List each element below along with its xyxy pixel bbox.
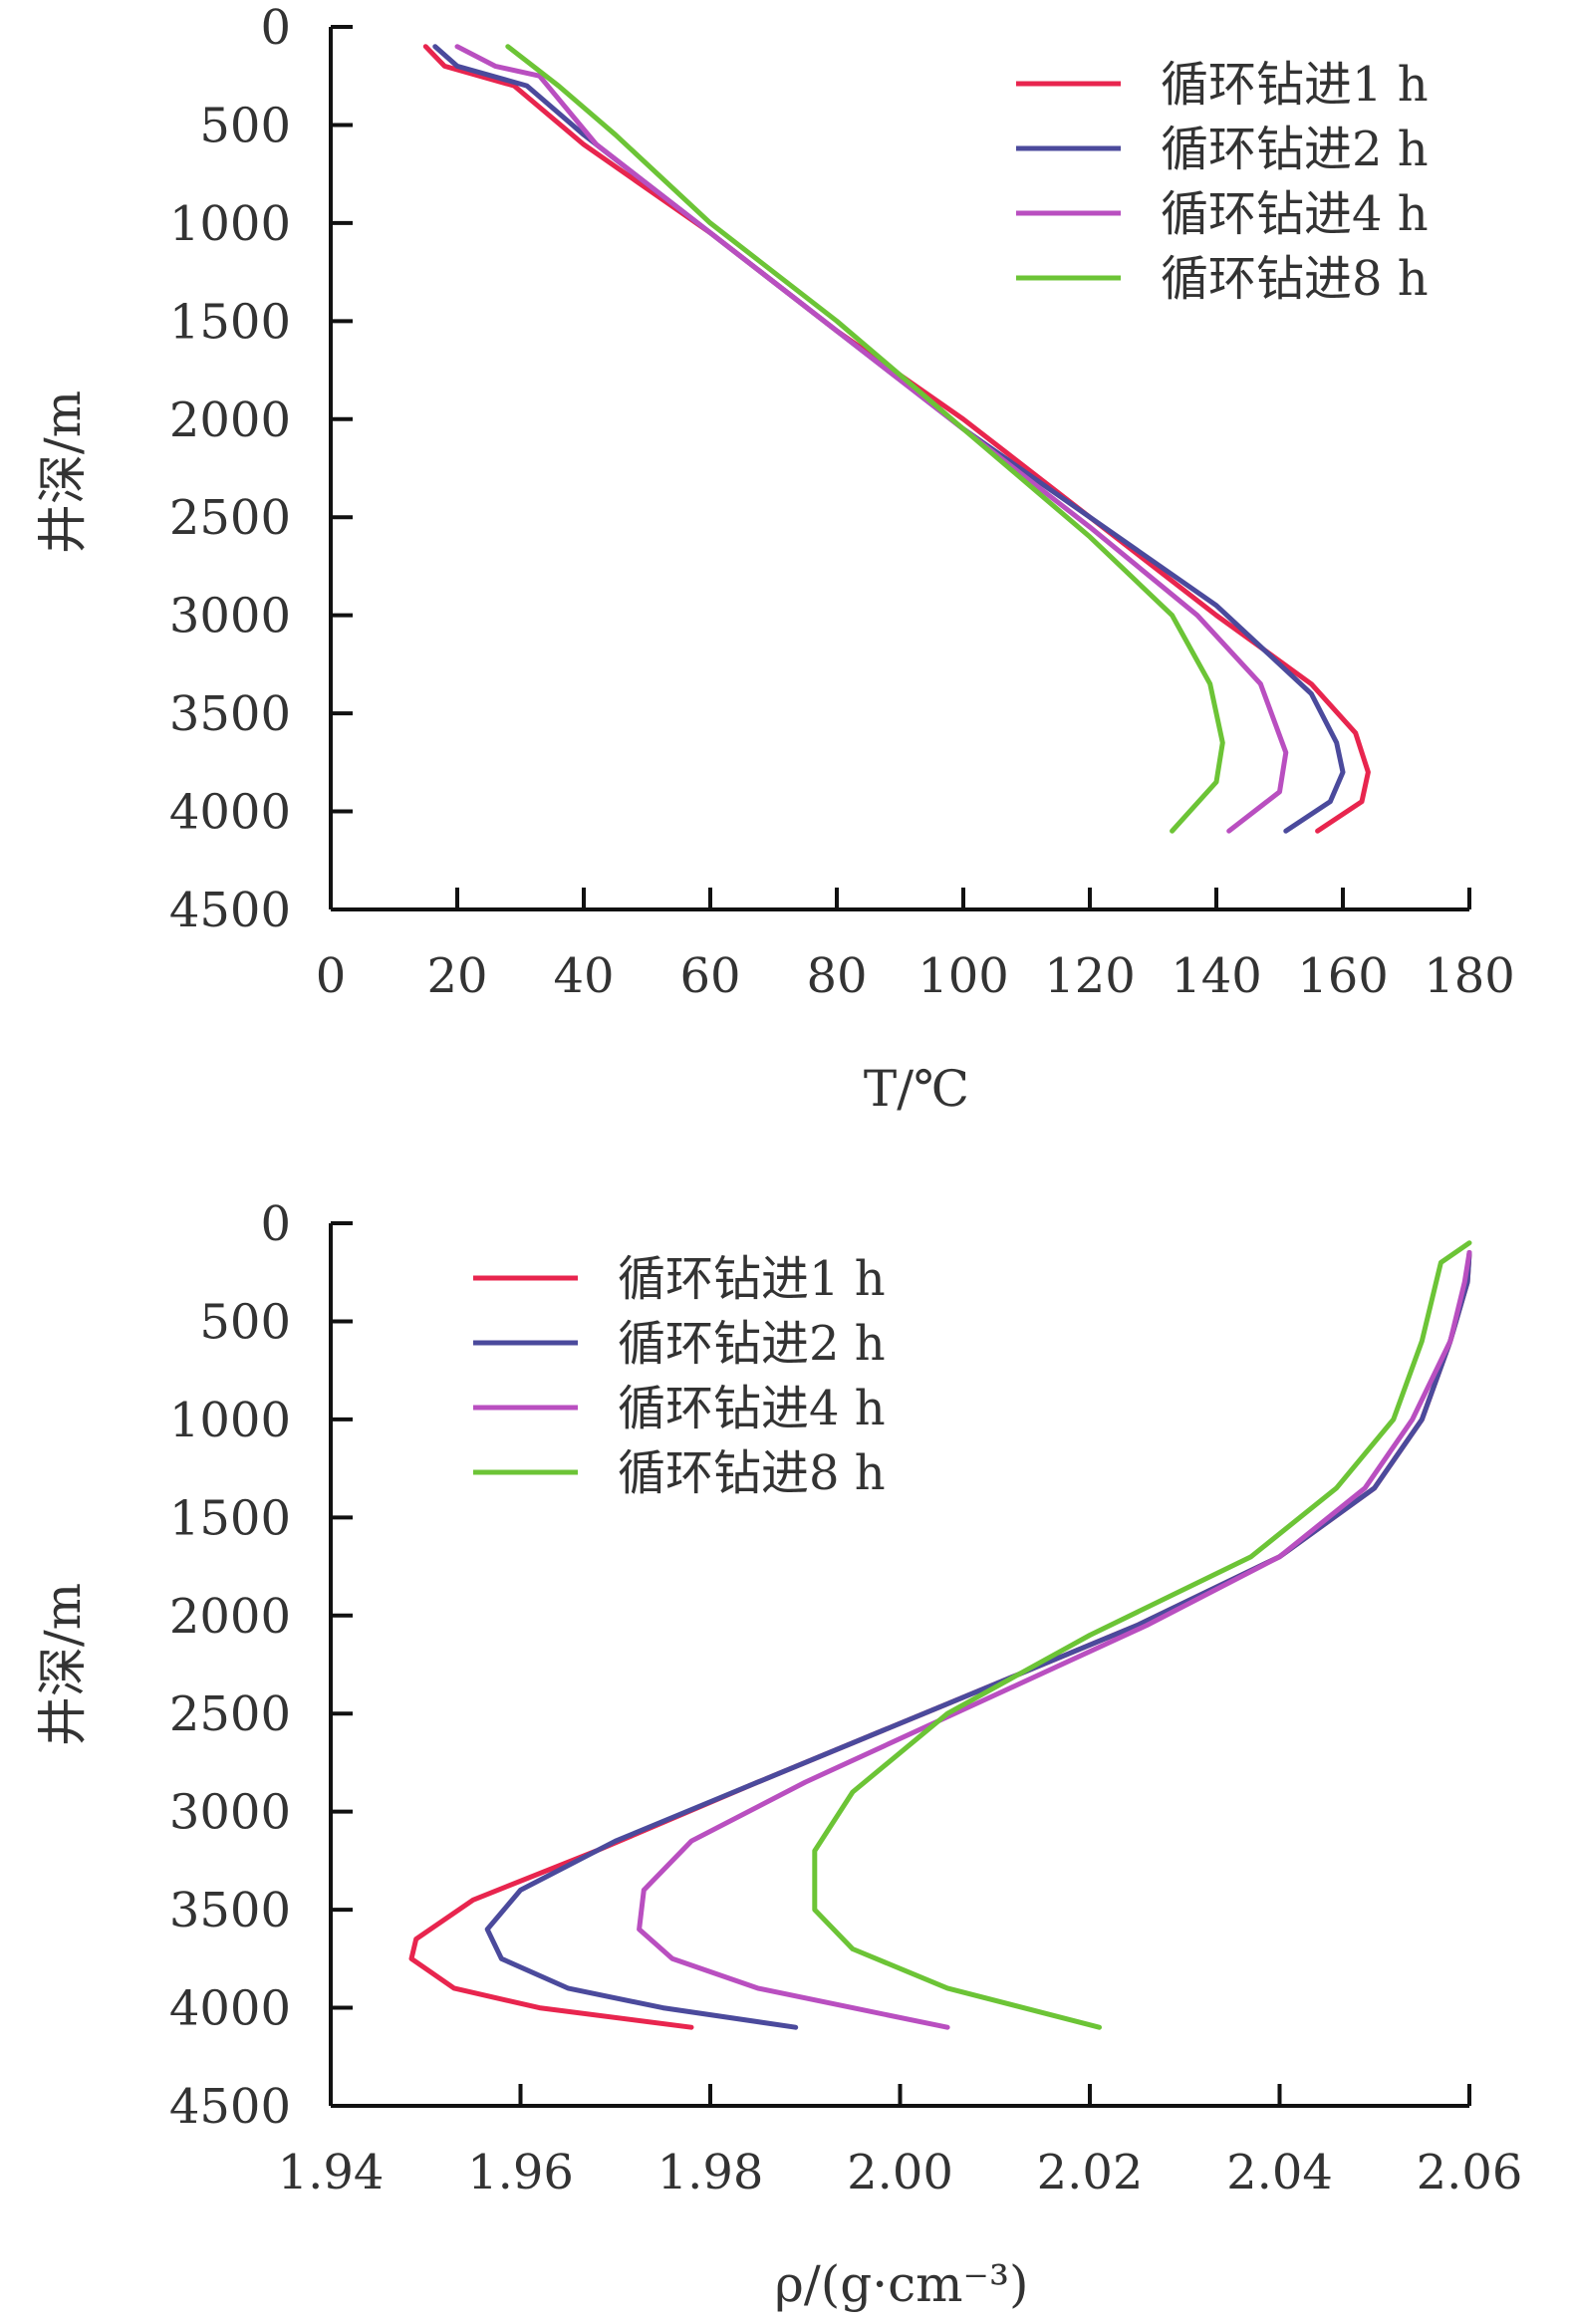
y-tick-label: 4500 [169, 2079, 291, 2135]
series-line-1 [422, 44, 1371, 834]
series-line-1 [408, 1250, 1472, 2030]
x-tick-label: 2.06 [1417, 2145, 1523, 2200]
x-tick-label: 0 [316, 948, 347, 1004]
x-tick-label: 1.96 [467, 2145, 574, 2200]
x-tick-label: 120 [1044, 948, 1136, 1004]
x-axis-title: T/℃ [864, 1060, 969, 1118]
y-tick-label: 4000 [169, 1981, 291, 2037]
chart-density: 井深/m ρ/(g·cm⁻³) 0 500 1000 1500 2000 2500 3000… [34, 1196, 1522, 2313]
x-tick-label: 2.00 [847, 2145, 953, 2200]
y-tick-label: 3000 [169, 589, 291, 645]
legend-label: 循环钻进4 h [1161, 186, 1429, 242]
series-line-2 [432, 44, 1346, 834]
legend-label: 循环钻进2 h [618, 1316, 886, 1372]
y-tick-label: 2500 [169, 1686, 291, 1742]
legend-label: 循环钻进8 h [1161, 251, 1429, 307]
y-tick-label: 2000 [169, 1589, 291, 1645]
y-tick-label: 1000 [169, 196, 291, 252]
y-tick-label: 4500 [169, 883, 291, 938]
y-tick-label: 0 [260, 0, 291, 56]
x-tick-label: 140 [1171, 948, 1262, 1004]
series-line-4 [505, 44, 1225, 834]
y-tick-label: 3500 [169, 1883, 291, 1938]
legend-label: 循环钻进4 h [618, 1381, 886, 1436]
y-tick-label: 3000 [169, 1785, 291, 1841]
x-tick-label: 2.04 [1226, 2145, 1333, 2200]
x-tick-label: 100 [917, 948, 1009, 1004]
y-tick-label: 3500 [169, 686, 291, 742]
y-tick-label: 2000 [169, 392, 291, 448]
y-tick-label: 2500 [169, 490, 291, 546]
x-tick-label: 160 [1297, 948, 1389, 1004]
y-tick-label: 500 [199, 98, 291, 153]
y-tick-label: 500 [199, 1294, 291, 1350]
y-tick-label: 4000 [169, 785, 291, 841]
y-tick-label: 1500 [169, 1490, 291, 1546]
x-tick-label: 180 [1424, 948, 1515, 1004]
x-tick-label: 60 [679, 948, 740, 1004]
series-line-2 [484, 1250, 1472, 2030]
legend-label: 循环钻进1 h [618, 1251, 886, 1307]
x-tick-label: 40 [553, 948, 614, 1004]
y-tick-label: 1000 [169, 1393, 291, 1448]
legend-label: 循环钻进1 h [1161, 57, 1429, 113]
x-tick-label: 1.94 [278, 2145, 385, 2200]
y-tick-label: 1500 [169, 294, 291, 350]
series-line-3 [637, 1250, 1472, 2030]
legend-label: 循环钻进2 h [1161, 122, 1429, 177]
x-tick-label: 20 [426, 948, 487, 1004]
legend-label: 循环钻进8 h [618, 1445, 886, 1501]
y-tick-label: 0 [260, 1196, 291, 1252]
x-tick-label: 1.98 [657, 2145, 764, 2200]
y-axis-title: 井深/m [34, 390, 92, 554]
chart-temperature: 井深/m T/℃ 0500100015002000250030003500400… [34, 0, 1515, 1118]
x-tick-label: 80 [806, 948, 867, 1004]
x-tick-label: 2.02 [1037, 2145, 1144, 2200]
series-line-4 [812, 1240, 1472, 2030]
y-axis-title: 井深/m [34, 1583, 92, 1746]
x-axis-title: ρ/(g·cm⁻³) [774, 2255, 1028, 2313]
